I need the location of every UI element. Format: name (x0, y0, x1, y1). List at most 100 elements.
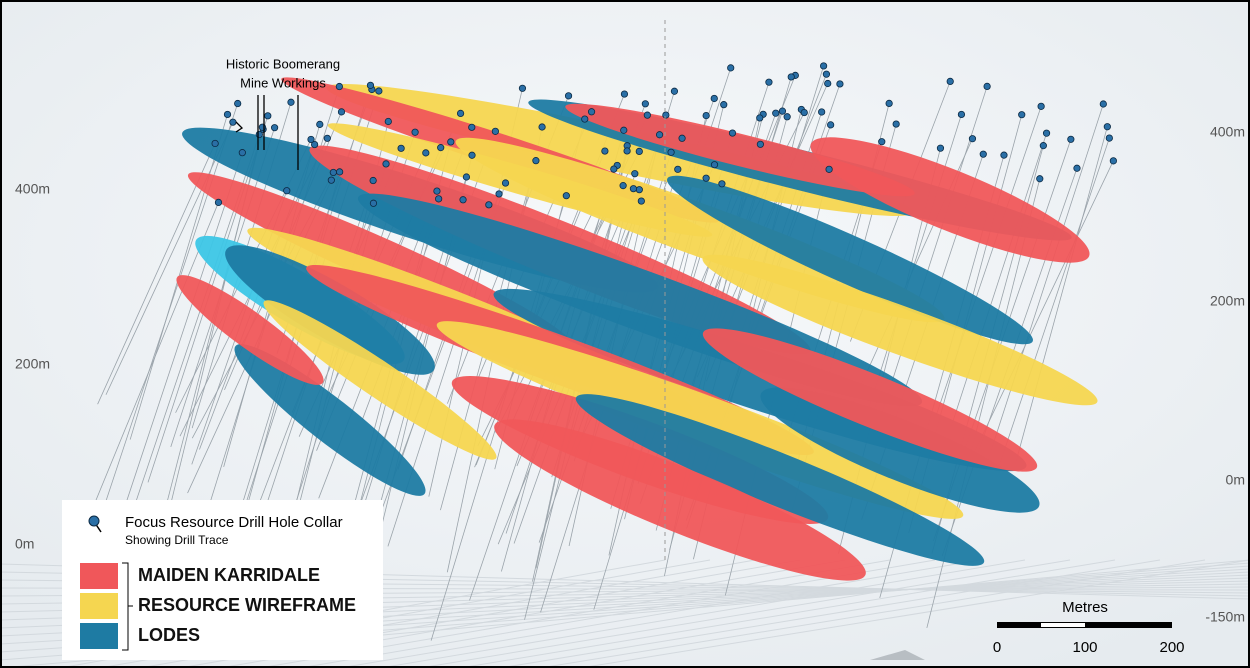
drill-trace (986, 103, 1104, 464)
collar (772, 109, 780, 117)
lode (810, 137, 1090, 263)
drill-trace (967, 160, 1114, 467)
collar (238, 149, 246, 157)
collar (1067, 135, 1075, 143)
collar (655, 131, 664, 139)
collar (223, 110, 232, 119)
collar (271, 124, 279, 132)
collar (335, 82, 343, 91)
collar (316, 120, 324, 128)
legend-item: RESOURCE WIREFRAME (138, 595, 356, 615)
legend-bracket (122, 562, 133, 651)
collar (1105, 134, 1113, 142)
collar (538, 123, 546, 131)
collar (564, 92, 573, 100)
collar (702, 111, 710, 120)
left-axis-label: 0m (15, 536, 34, 552)
scale-tick-label: 100 (1072, 639, 1097, 656)
collar (384, 117, 392, 126)
collar (610, 165, 618, 173)
collar (456, 109, 465, 118)
collar (1037, 102, 1045, 110)
collar (562, 192, 570, 200)
drill-trace (109, 152, 243, 552)
collar (892, 120, 900, 128)
collar (631, 170, 639, 178)
collar (375, 87, 383, 95)
lode (326, 84, 914, 216)
lodes (176, 77, 1098, 581)
collar (311, 140, 319, 149)
collar (397, 144, 405, 152)
grid-line (339, 559, 981, 668)
collar (756, 114, 764, 122)
collar (778, 107, 787, 115)
lode (760, 387, 1040, 513)
collar (727, 64, 735, 72)
collar (1000, 151, 1008, 159)
lode (234, 344, 426, 496)
collar (1042, 129, 1051, 137)
lode (263, 300, 497, 460)
collar (369, 176, 377, 185)
lode (565, 103, 915, 197)
grid-line (539, 559, 1206, 668)
collar (827, 121, 835, 129)
collar (264, 112, 272, 120)
scale-tick-label: 200 (1159, 639, 1184, 656)
collar (818, 108, 826, 116)
collar (337, 108, 346, 116)
scale-tick-label: 0 (993, 639, 1001, 656)
collar (518, 84, 527, 92)
collar (287, 98, 295, 106)
collar (983, 82, 991, 91)
lode (436, 321, 964, 519)
drill-trace (97, 143, 216, 405)
collar (783, 113, 791, 121)
collar (620, 126, 628, 134)
collar (710, 161, 719, 169)
collar (667, 148, 675, 156)
collar (1099, 100, 1107, 108)
right-axis-label: 200m (1210, 293, 1245, 309)
collar-icon (88, 515, 100, 527)
collar (283, 187, 291, 195)
collar (885, 99, 893, 107)
collar (825, 165, 833, 173)
collar (435, 195, 443, 203)
collar (710, 94, 718, 103)
collar (946, 77, 954, 85)
lode (494, 419, 866, 581)
collar (824, 79, 832, 88)
collar (678, 134, 686, 142)
right-axis-label: -150m (1205, 609, 1245, 625)
collar (433, 187, 441, 195)
collar (637, 197, 645, 205)
collar (1109, 157, 1117, 165)
annotation-leader (235, 95, 299, 170)
drill-trace (876, 86, 988, 430)
lode (176, 275, 324, 385)
collar (836, 80, 844, 88)
lode (702, 328, 1038, 472)
collar (1036, 175, 1044, 183)
collar (623, 147, 631, 155)
left-axis-label: 400m (15, 181, 50, 197)
collar (459, 196, 467, 204)
legend-title: Focus Resource Drill Hole Collar (125, 514, 343, 531)
collar (327, 176, 335, 184)
lode (667, 175, 1033, 345)
collar (718, 180, 726, 188)
grid-line (579, 559, 1250, 668)
collar (366, 81, 375, 89)
collar (468, 151, 476, 159)
drill-trace (104, 103, 239, 504)
annotation: Historic Boomerang (226, 56, 340, 71)
legend-item: LODES (138, 625, 200, 645)
right-axis-label: 400m (1210, 124, 1245, 140)
collar (674, 165, 682, 173)
collar (1103, 123, 1111, 131)
collar (670, 87, 679, 95)
collar (620, 90, 629, 98)
